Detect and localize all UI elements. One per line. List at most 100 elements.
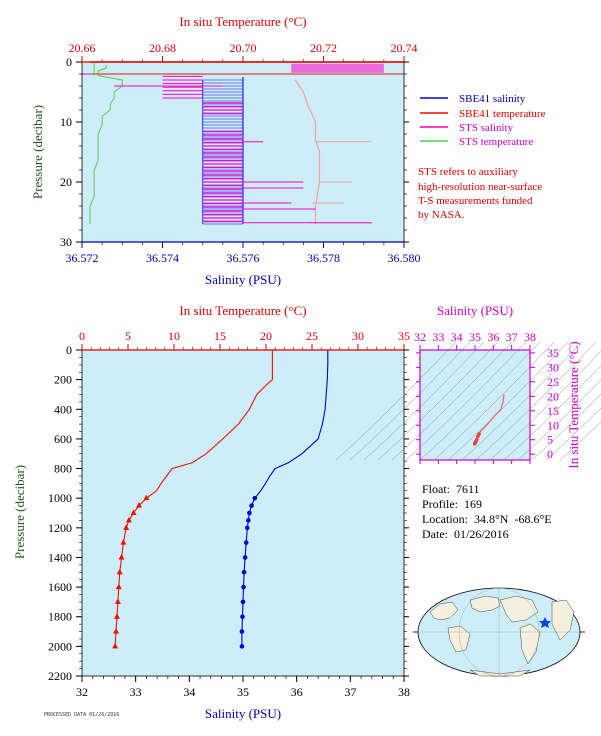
bottom-pressure-tick-label: 2200 [48,669,72,683]
bottom-sal-tick-label: 33 [130,685,142,699]
ts-density-contour [545,407,601,461]
legend-label-sbe41-salinity: SBE41 salinity [459,93,526,105]
bottom-pressure-tick-label: 2000 [48,639,72,653]
salinity-marker [239,629,245,634]
sts-temperature-band-line [294,79,321,224]
bottom-temp-tick-label: 10 [168,329,180,343]
ts-temp-tick-label: 20 [547,389,559,403]
ts-density-contour [391,341,513,461]
map-continent-australia [447,625,471,653]
bottom-sal-tick-label: 38 [398,685,410,699]
top-sal-axis-title: Salinity (PSU) [205,272,281,287]
bottom-pressure-tick-label: 600 [54,432,72,446]
top-temp-tick-label: 20.72 [310,41,337,55]
temperature-marker [143,494,150,501]
map-continent-north-america-west [469,595,501,613]
bottom-chart: 0 5 10 15 20 25 30 35 32 33 34 35 36 37 38 0 200 400 600 80… [12,303,410,721]
temperature-marker [120,539,127,545]
float-id: Float: 7611 [422,482,480,496]
ts-point [475,437,479,442]
profile-date: Date: 01/26/2016 [422,527,509,541]
ts-sal-tick-label: 37 [506,330,518,344]
top-sal-tick-label: 36.576 [227,251,260,265]
salinity-marker [249,503,254,508]
bottom-pressure-tick-label: 1600 [48,580,72,594]
top-temp-tick-label: 20.66 [69,41,96,55]
bottom-pressure-tick-label: 1000 [48,491,72,505]
top-sal-tick-label: 36.574 [146,251,179,265]
bottom-pressure-axis-title: Pressure (decibar) [12,465,27,559]
ts-inset-temp-axis-title: In situ Temperature (°C) [566,341,581,468]
top-pressure-tick-label: 0 [66,55,72,69]
sts-salinity-surface-block [291,63,384,73]
salinity-marker [240,614,245,620]
ts-series [472,394,505,446]
sts-note-line-3: T-S measurements funded [418,195,533,207]
ts-density-contour [461,341,583,461]
top-axes: 20.66 20.68 20.70 20.72 20.74 36.572 36.574 36.… [60,41,421,265]
temperature-marker [136,502,143,508]
salinity-marker [239,644,245,649]
map-continent-asia [429,601,459,621]
ts-sal-tick-label: 34 [451,330,463,344]
top-temp-tick-label: 20.68 [149,41,176,55]
footer-code: PROCESSED DATA 01/26/2016 [44,712,120,718]
top-temp-tick-label: 20.74 [391,41,418,55]
temperature-profile-line [114,350,273,647]
bottom-sal-tick-label: 32 [76,685,88,699]
ts-density-contour [475,341,597,461]
bottom-axes: 0 5 10 15 20 25 30 35 32 33 34 35 36 37 38 0 200 400 600 80… [48,329,410,699]
ts-point [477,432,481,436]
ts-density-contour [335,341,457,461]
bottom-pressure-tick-label: 1200 [48,521,72,535]
ts-temp-tick-label: 15 [547,404,559,418]
map-continent-africa-europe [551,599,575,641]
bottom-sal-axis-title: Salinity (PSU) [205,706,281,721]
top-pressure-tick-label: 20 [60,175,72,189]
sts-note-line-2: high-resolution near-surface [418,181,542,193]
ts-sal-tick-label: 38 [524,330,536,344]
top-temp-tick-label: 20.70 [230,41,257,55]
bottom-pressure-tick-label: 1400 [48,550,72,564]
ts-temp-tick-label: 10 [547,418,559,432]
top-sal-tick-label: 36.572 [66,251,99,265]
map-continent-south-america [519,623,541,665]
temperature-marker [112,642,119,649]
ts-density-contour [405,341,527,461]
salinity-marker [241,569,247,575]
map-continents [429,595,575,677]
salinity-marker [247,510,252,516]
bottom-pressure-tick-label: 800 [54,462,72,476]
sts-temperature-line [89,65,123,224]
temperature-marker [130,509,137,515]
temperature-marker [118,553,125,560]
world-map [413,587,585,677]
ts-density-contour [489,350,601,461]
ts-temp-tick-label: 30 [547,360,559,374]
map-continent-antarctica [469,669,531,677]
ts-temp-tick-label: 35 [547,346,559,360]
salinity-marker [240,599,246,605]
bottom-pressure-tick-label: 0 [66,343,72,357]
temperature-marker [115,583,122,590]
float-location-marker [539,617,551,628]
temperature-marker [116,568,123,575]
top-sts-temperature-series [89,65,123,224]
ts-inset-sal-axis-title: Salinity (PSU) [437,303,513,318]
bottom-pressure-tick-label: 200 [54,373,72,387]
bottom-temp-tick-label: 25 [306,329,318,343]
bottom-sal-tick-label: 36 [291,685,303,699]
top-pressure-axis-title: Pressure (decibar) [30,105,45,199]
bottom-series [112,350,329,649]
bottom-temp-tick-label: 0 [79,329,85,343]
map-graticule [418,587,580,677]
salinity-marker [243,540,249,545]
salinity-profile-line [241,350,329,647]
ts-sal-tick-label: 32 [414,330,426,344]
top-pressure-tick-label: 30 [60,235,72,249]
bottom-pressure-tick-label: 400 [54,402,72,416]
ts-density-contour [517,379,601,461]
float-location: Location: 34.8°N -68.6°E [422,512,552,526]
